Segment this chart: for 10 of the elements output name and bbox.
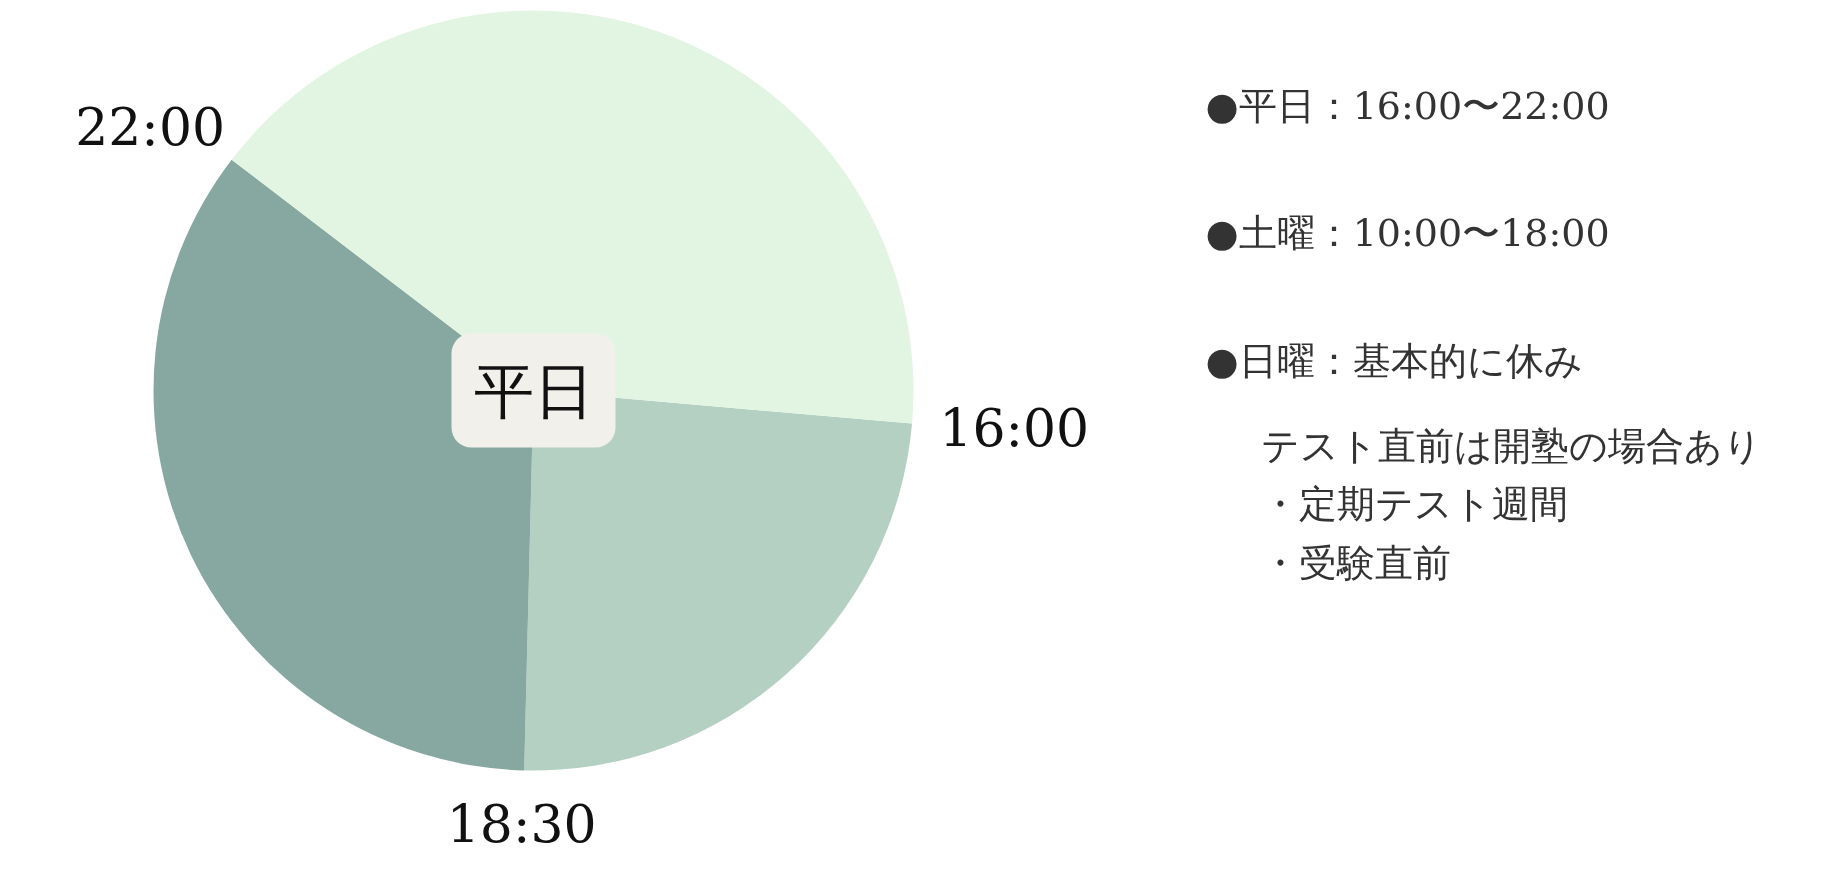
text: 18:30 [446,793,597,854]
text: ●日曜：基本的に休み [1205,338,1583,383]
text: 平日 [473,355,594,426]
text: ●土曜：10:00〜18:00 [1205,210,1610,255]
text: 22:00 [75,97,226,158]
text: ・受験直前 [1260,540,1451,585]
text: 16:00 [939,398,1090,459]
text: テスト直前は開塾の場合あり [1260,423,1762,468]
text: ・定期テスト週間 [1260,481,1568,526]
text: ●平日：16:00〜22:00 [1205,83,1610,128]
